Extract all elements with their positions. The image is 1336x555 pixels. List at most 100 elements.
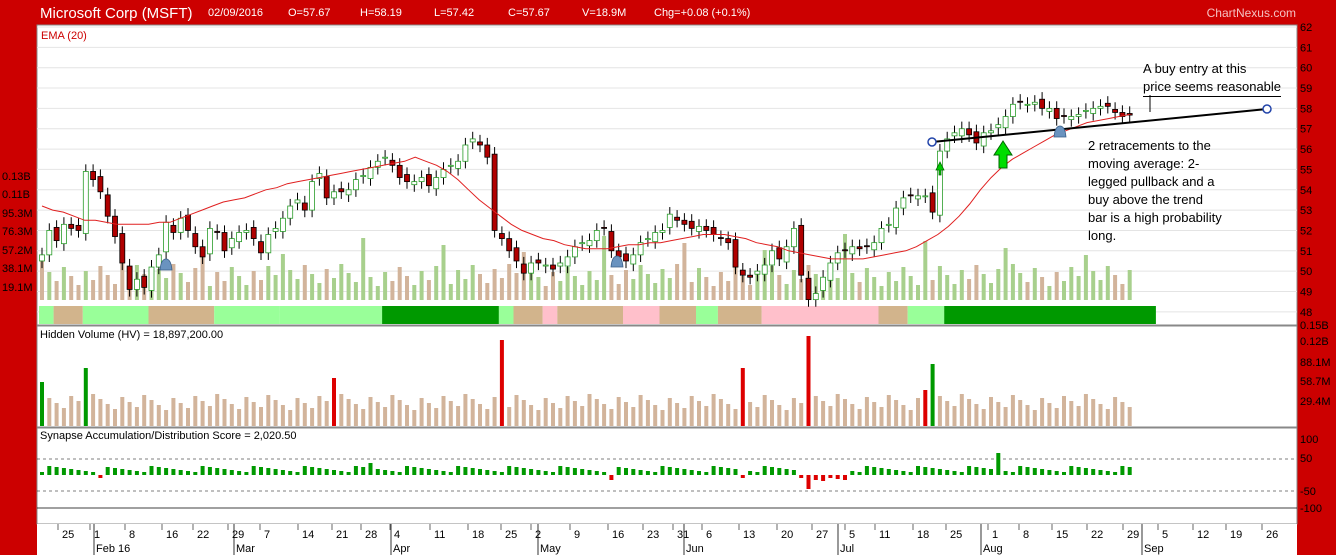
candle-body: [645, 238, 651, 241]
volume-bar: [704, 277, 709, 300]
candle-body: [170, 224, 177, 233]
volume-bar: [799, 279, 804, 300]
hv-bar: [383, 407, 388, 426]
hv-bar: [434, 408, 439, 426]
volume-bar: [61, 267, 66, 300]
candle-body: [1097, 105, 1104, 109]
candle-body: [820, 276, 826, 291]
hv-bar: [609, 409, 614, 426]
hv-bar: [353, 404, 358, 426]
chart-title: Microsoft Corp (MSFT): [40, 5, 193, 22]
candle-body: [272, 228, 279, 232]
candle-body: [922, 195, 929, 198]
synapse-bar: [353, 466, 358, 475]
signal-bands: [39, 306, 1156, 324]
synapse-bar: [916, 466, 920, 475]
volume-bar: [857, 282, 862, 300]
synapse-bar: [405, 466, 409, 475]
candle-body: [484, 144, 491, 158]
alert-bell: [610, 255, 624, 268]
candle-body: [1090, 107, 1097, 114]
candle-body: [893, 207, 899, 228]
synapse-bar: [259, 467, 263, 475]
synapse-bar: [1003, 471, 1008, 475]
volume-bar: [697, 268, 701, 300]
hv-tick-label: 58.7M: [1300, 376, 1331, 388]
synapse-bar: [47, 466, 52, 475]
candle-body: [39, 254, 45, 262]
hv-bar: [113, 409, 117, 426]
candle-body: [316, 173, 323, 179]
synapse-bar: [937, 469, 942, 475]
synapse-bar: [317, 468, 322, 475]
hv-bar: [784, 410, 789, 426]
candle-body: [367, 166, 374, 179]
candle-body: [498, 233, 505, 239]
hv-bar: [149, 400, 154, 426]
candle-body: [586, 240, 593, 247]
candles: [39, 92, 1133, 307]
synapse-bar: [580, 469, 585, 475]
volume-bar: [631, 279, 636, 300]
price-tick-label: 52: [1300, 225, 1312, 237]
synapse-tick-label: -100: [1300, 503, 1322, 515]
synapse-bar: [69, 469, 74, 475]
x-day-label: 16: [166, 529, 178, 541]
synapse-bar: [901, 471, 906, 475]
volume-bar: [156, 269, 161, 300]
volume-bar: [1127, 270, 1132, 300]
volume-bar: [448, 284, 453, 300]
candle-body: [915, 195, 921, 200]
synapse-bar: [514, 467, 519, 475]
synapse-bar: [295, 472, 300, 475]
synapse-bar: [149, 466, 154, 475]
candle-body: [294, 199, 301, 204]
x-day-label: 6: [706, 529, 712, 541]
volume-bar: [572, 276, 577, 300]
hv-bar: [273, 400, 278, 426]
header-low: L=57.42: [434, 7, 475, 19]
hv-bar: [718, 399, 723, 426]
volume-bar: [653, 283, 658, 300]
hv-bar: [83, 368, 88, 426]
hv-bar: [602, 404, 607, 426]
candle-body: [396, 164, 403, 178]
candle-body: [834, 252, 841, 264]
volume-bar: [667, 278, 672, 300]
synapse-bar: [989, 469, 993, 475]
hv-bar: [1062, 396, 1066, 426]
volume-bar: [251, 271, 256, 300]
volume-bar: [923, 241, 928, 300]
hv-bar: [40, 382, 44, 426]
volume-bar: [901, 267, 906, 300]
synapse-bar: [1083, 468, 1088, 475]
hv-bar: [653, 405, 658, 426]
synapse-bar: [645, 471, 650, 475]
synapse-bar: [390, 471, 395, 475]
candle-body: [608, 231, 615, 252]
synapse-bar: [193, 472, 198, 475]
synapse-bar: [368, 463, 373, 475]
signal-band: [878, 306, 908, 324]
candle-body: [221, 232, 228, 252]
hv-bar: [1083, 394, 1088, 426]
synapse-bar: [332, 470, 336, 475]
volume-bar: [894, 281, 899, 300]
volume-bar: [1054, 272, 1059, 300]
x-month-label: Mar: [236, 543, 255, 555]
hv-bar: [755, 407, 760, 426]
volume-bar: [1120, 284, 1125, 300]
hv-bar: [952, 406, 957, 426]
candle-body: [1024, 103, 1031, 106]
synapse-bar: [1091, 469, 1096, 475]
volume-bar: [390, 281, 395, 300]
candle-body: [53, 226, 60, 242]
volume-bar: [507, 264, 512, 300]
hidden-volume-bars: [40, 336, 1132, 426]
candle-body: [769, 250, 775, 266]
volume-bar: [1091, 271, 1096, 300]
candle-body: [141, 275, 148, 288]
buy-arrow-small: [935, 161, 945, 176]
synapse-bar: [324, 469, 329, 475]
synapse-bar: [624, 468, 628, 475]
